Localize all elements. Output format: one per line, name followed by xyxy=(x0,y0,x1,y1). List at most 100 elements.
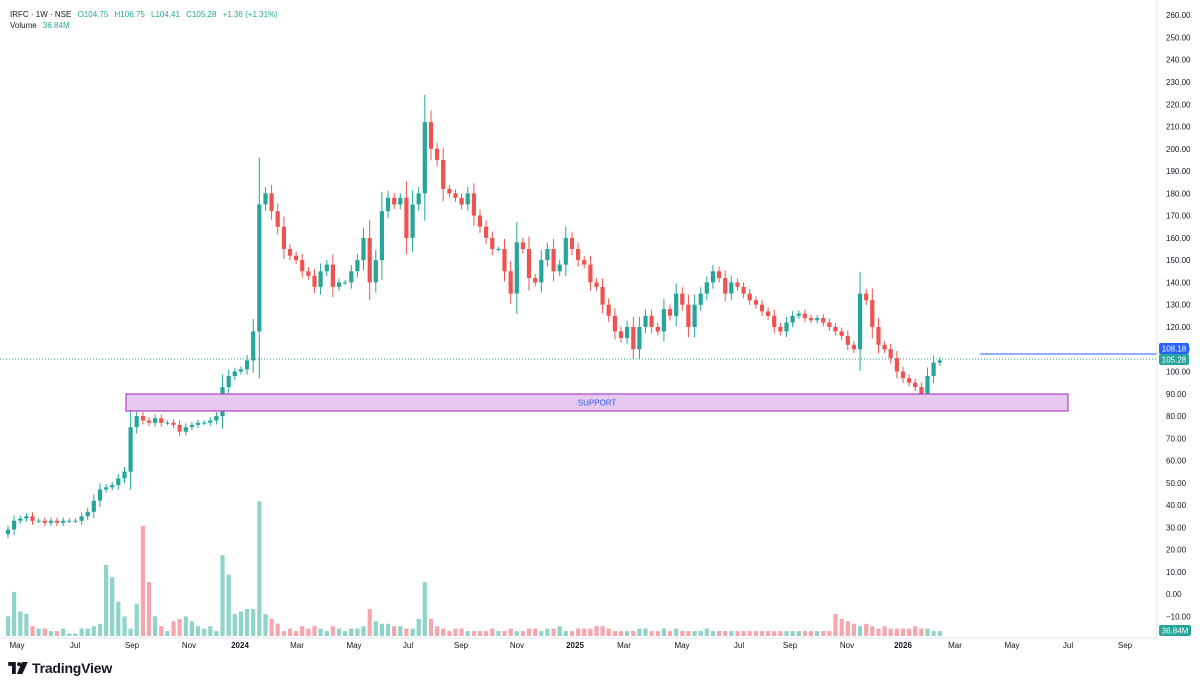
candle-body xyxy=(12,520,17,530)
y-tick-label: 170.00 xyxy=(1166,212,1191,221)
candle-body xyxy=(520,242,525,249)
candle xyxy=(888,343,893,364)
support-rectangle[interactable] xyxy=(125,393,1069,412)
candle-body xyxy=(281,226,286,249)
candle-body xyxy=(563,237,568,265)
volume-bar xyxy=(576,628,581,636)
candle xyxy=(674,283,679,326)
volume-bar xyxy=(827,631,832,636)
candle xyxy=(796,310,801,319)
volume-bar xyxy=(183,616,188,636)
volume-bar xyxy=(594,626,599,636)
volume-bar xyxy=(557,626,562,636)
volume-bar xyxy=(686,631,691,636)
candle-body xyxy=(251,331,256,361)
volume-bar xyxy=(294,631,299,636)
volume-bar xyxy=(330,626,335,636)
candle-body xyxy=(753,300,758,305)
candle-body xyxy=(214,416,219,421)
volume-bar xyxy=(134,604,139,636)
candle-body xyxy=(110,485,115,488)
volume-bar xyxy=(355,628,360,636)
candle xyxy=(741,282,746,299)
candle xyxy=(631,316,636,360)
y-tick-label: 60.00 xyxy=(1166,457,1187,466)
candle xyxy=(576,242,581,267)
volume-bar xyxy=(336,628,342,636)
candle xyxy=(484,220,489,245)
volume-bar xyxy=(704,628,709,636)
x-tick-label: May xyxy=(9,641,24,650)
candle xyxy=(557,259,562,276)
x-tick-label: Jul xyxy=(734,641,744,650)
volume-bar xyxy=(232,614,237,637)
candle xyxy=(784,317,789,337)
candle xyxy=(251,318,256,373)
volume-bar xyxy=(766,631,771,636)
volume-bar xyxy=(802,631,807,636)
candle xyxy=(177,420,182,437)
support-zone[interactable]: SUPPORT xyxy=(125,393,1069,412)
volume-bar xyxy=(195,626,201,636)
candle xyxy=(386,190,391,219)
candle xyxy=(790,311,795,328)
volume-bar xyxy=(533,628,538,636)
candle-body xyxy=(140,416,145,421)
candle-body xyxy=(502,249,507,272)
candle xyxy=(569,231,575,256)
candle xyxy=(698,287,703,311)
candle-body xyxy=(576,249,581,261)
candle-body xyxy=(674,293,679,316)
candle-body xyxy=(18,518,23,521)
candle-body xyxy=(300,260,305,272)
candle-body xyxy=(539,260,544,283)
candle xyxy=(312,269,317,294)
candle-body xyxy=(398,197,403,205)
volume-bar xyxy=(343,631,348,636)
candle xyxy=(735,278,740,291)
volume-bars xyxy=(5,501,942,637)
candle-body xyxy=(349,271,354,283)
volume-label[interactable]: Volume xyxy=(10,21,37,30)
volume-bar xyxy=(300,626,305,636)
candle-body xyxy=(802,313,807,319)
candle xyxy=(723,270,728,302)
candle xyxy=(281,216,286,260)
volume-bar xyxy=(729,631,734,636)
candle xyxy=(48,517,53,527)
candle xyxy=(404,181,409,255)
volume-bar xyxy=(18,611,23,636)
candle-body xyxy=(600,286,605,305)
candle-body xyxy=(735,282,740,287)
candle-body xyxy=(821,318,826,323)
candle xyxy=(428,110,434,161)
volume-bar xyxy=(373,621,378,636)
symbol-label[interactable]: IRFC · 1W · NSE xyxy=(10,10,72,19)
candle-body xyxy=(723,278,728,294)
volume-bar xyxy=(913,626,918,636)
candle-body xyxy=(508,271,513,294)
volume-bar xyxy=(753,631,758,636)
y-tick-label: 130.00 xyxy=(1166,301,1191,310)
candle-body xyxy=(195,422,201,425)
volume-bar xyxy=(484,631,489,636)
candle-body xyxy=(312,275,317,287)
high-value: H106.75 xyxy=(114,10,145,19)
volume-bar xyxy=(821,631,826,636)
candle-body xyxy=(692,304,697,327)
candle xyxy=(520,237,525,254)
volume-bar xyxy=(48,631,53,636)
candle-body xyxy=(888,349,893,359)
tradingview-logo[interactable]: TradingView xyxy=(8,660,112,676)
candle xyxy=(110,482,115,491)
candle-body xyxy=(330,264,335,287)
candle xyxy=(477,209,483,233)
candle-body xyxy=(790,315,795,323)
volume-bar xyxy=(251,609,256,636)
volume-bar xyxy=(710,631,715,636)
volume-bar xyxy=(36,628,41,636)
volume-badge-text: 36.84M xyxy=(1162,627,1189,636)
y-tick-label: 140.00 xyxy=(1166,278,1191,287)
candle-body xyxy=(79,516,84,521)
